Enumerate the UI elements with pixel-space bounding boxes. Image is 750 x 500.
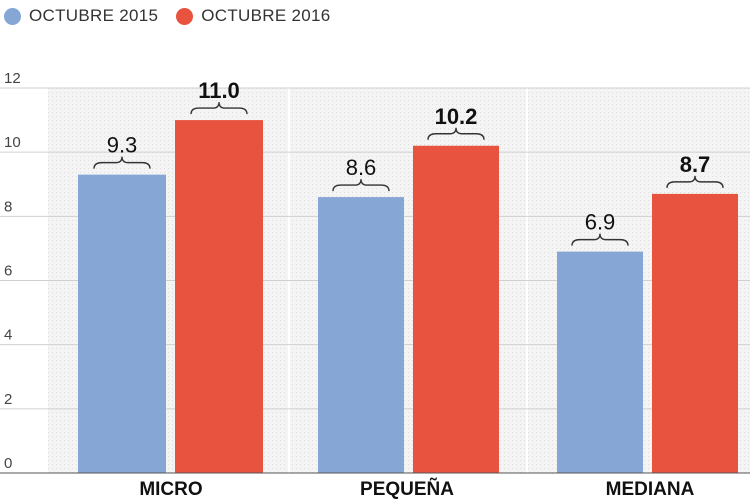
- y-tick-label: 12: [4, 70, 21, 87]
- y-tick-label: 8: [4, 198, 12, 215]
- legend-item-2015: OCTUBRE 2015: [4, 6, 158, 26]
- y-tick-label: 6: [4, 263, 12, 280]
- bar: [557, 251, 643, 473]
- value-brace: [93, 156, 151, 169]
- bar: [78, 174, 166, 473]
- bar: [652, 193, 738, 473]
- bar: [175, 120, 263, 473]
- legend-label-2016: OCTUBRE 2016: [201, 6, 331, 25]
- y-tick-label: 10: [4, 134, 21, 151]
- category-label: PEQUEÑA: [360, 478, 454, 500]
- value-brace: [427, 127, 485, 140]
- y-tick-label: 2: [4, 391, 12, 408]
- data-label: 8.7: [680, 152, 711, 177]
- value-brace: [571, 233, 629, 246]
- legend: OCTUBRE 2015 OCTUBRE 2016: [4, 4, 349, 28]
- data-label: 8.6: [346, 155, 377, 180]
- data-label: 11.0: [198, 78, 240, 103]
- bar: [413, 145, 499, 473]
- data-label: 9.3: [107, 133, 138, 158]
- legend-label-2015: OCTUBRE 2015: [29, 6, 159, 25]
- legend-item-2016: OCTUBRE 2016: [176, 6, 330, 26]
- legend-swatch-2015: [4, 7, 21, 25]
- legend-swatch-2016: [176, 7, 194, 25]
- category-label: MICRO: [139, 479, 202, 500]
- bar: [318, 197, 404, 474]
- data-label: 6.9: [585, 210, 616, 235]
- y-tick-label: 4: [4, 327, 12, 344]
- value-brace: [666, 175, 724, 188]
- data-label: 10.2: [435, 104, 478, 129]
- y-tick-label: 0: [4, 455, 12, 472]
- category-label: MEDIANA: [606, 479, 695, 500]
